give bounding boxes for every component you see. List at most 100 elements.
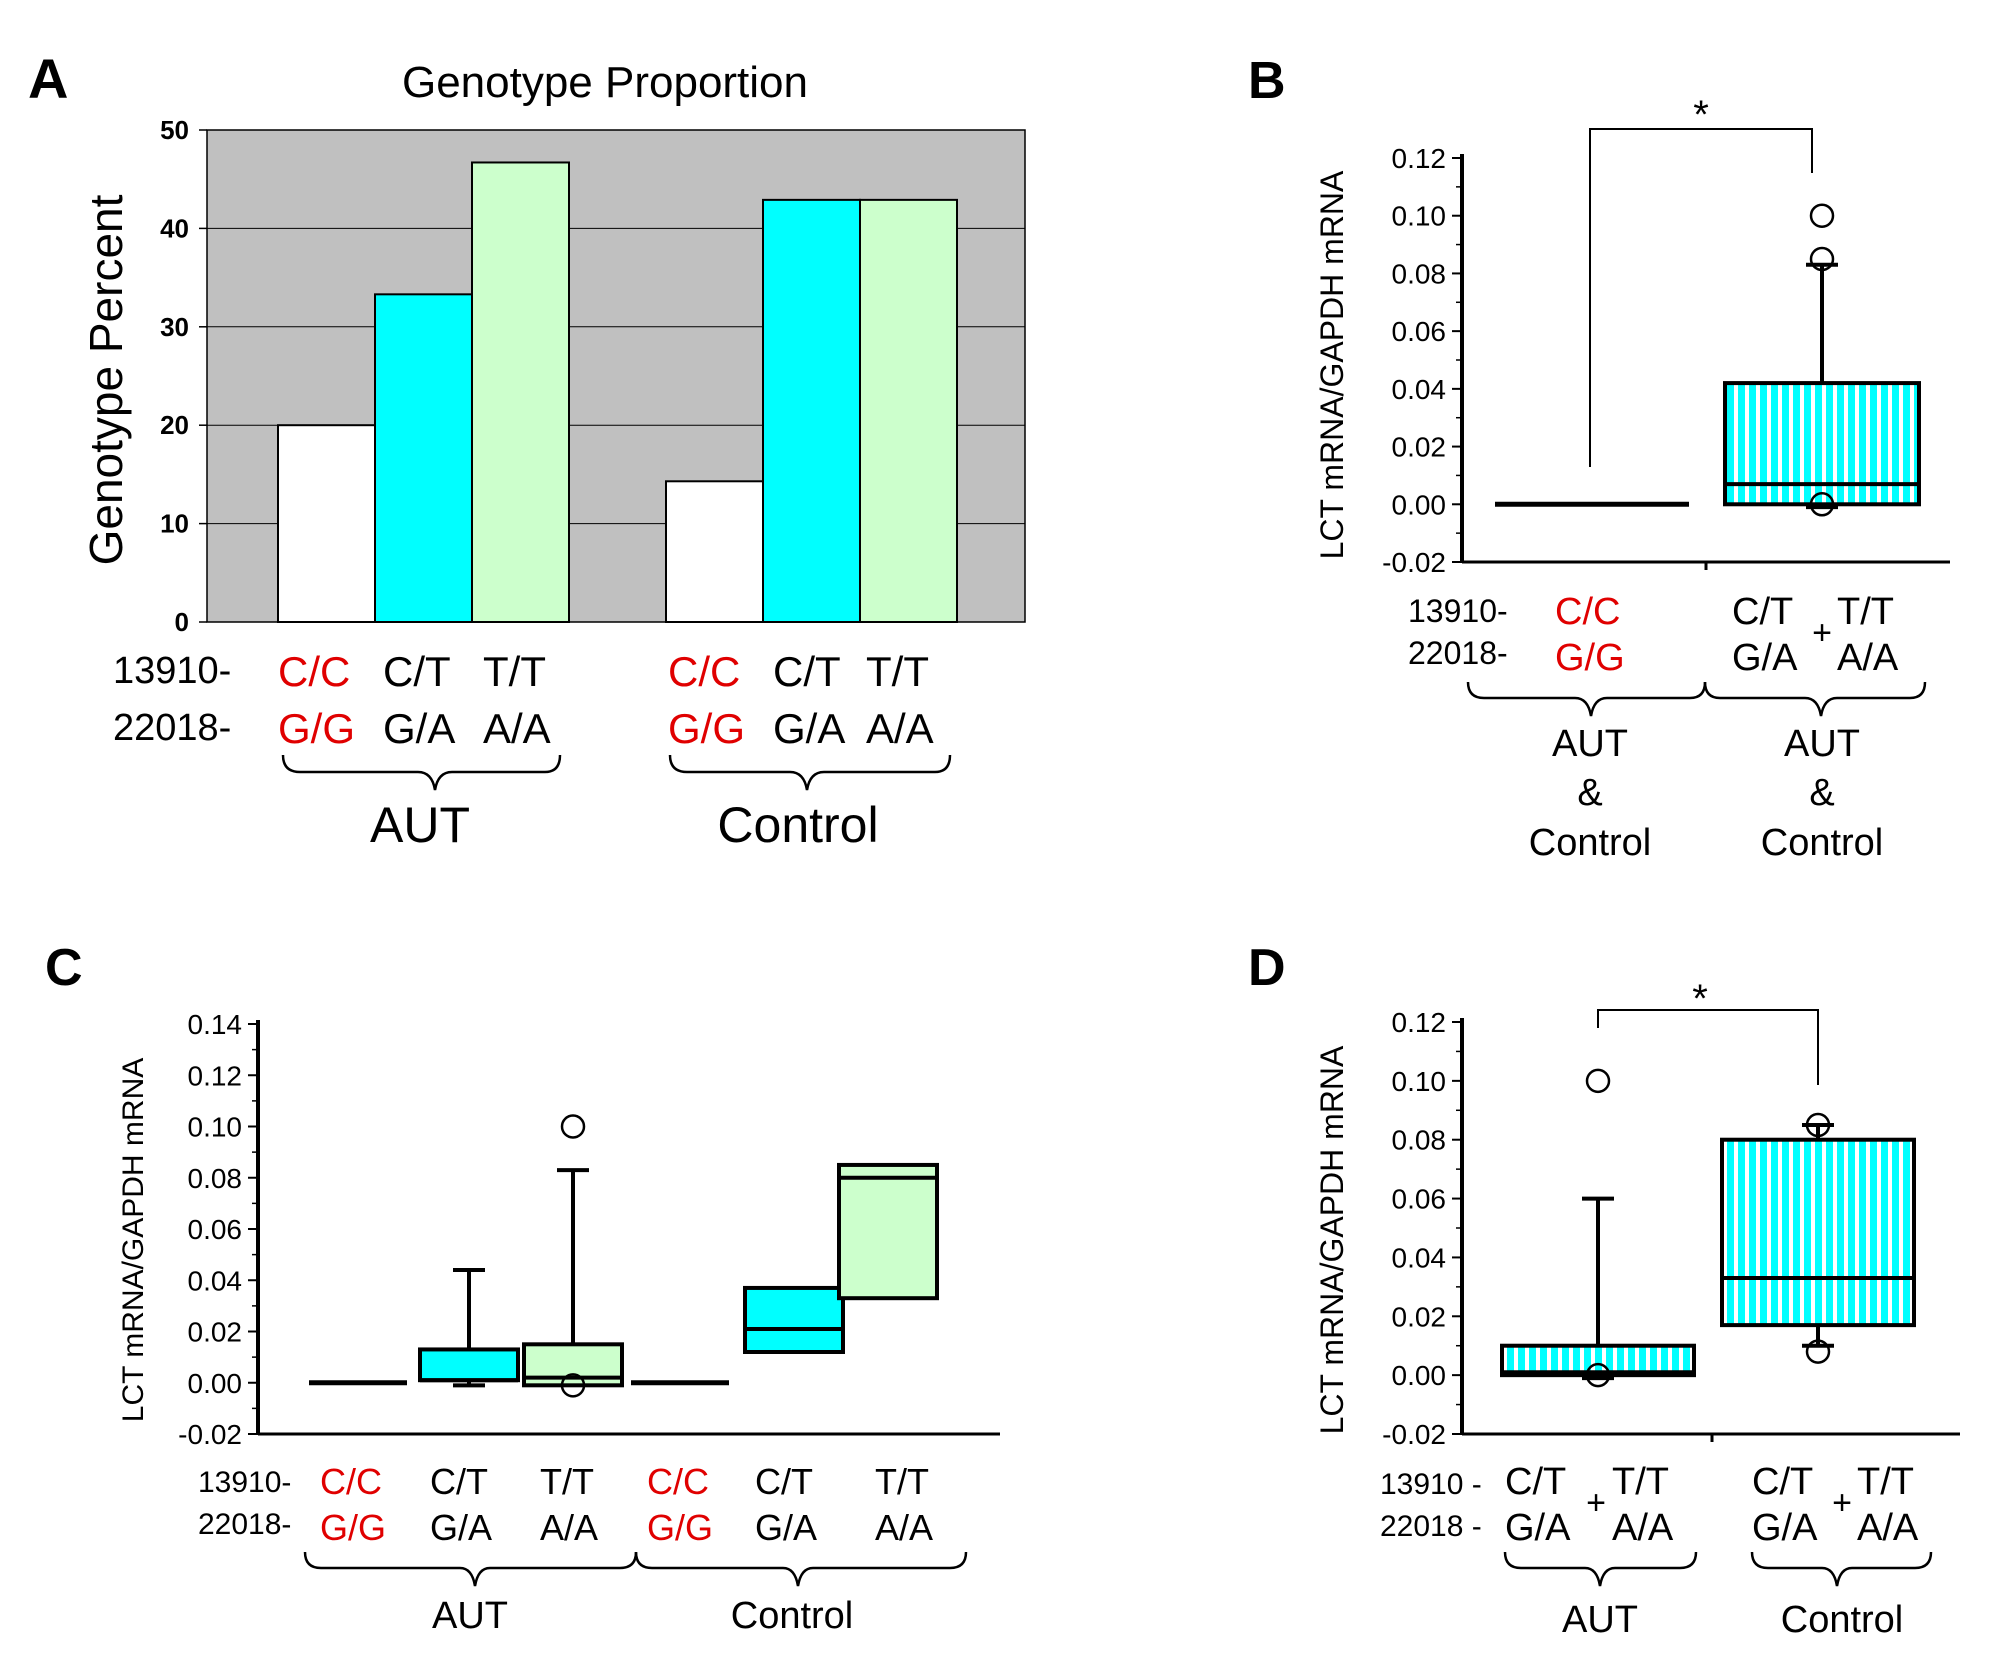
panel-label-c: C <box>45 939 83 997</box>
ctl-ct-label: C/T <box>755 1461 813 1502</box>
right-and-label: & <box>1809 772 1834 814</box>
control-brace <box>634 1551 968 1587</box>
aut-plus-sign: + <box>1586 1484 1606 1522</box>
right-control-label: Control <box>1761 822 1884 864</box>
aut-tt-label: T/T <box>483 648 546 695</box>
y-tick-label: 0.00 <box>188 1368 243 1399</box>
y-tick-label: 0.12 <box>1392 143 1447 174</box>
y-tick-label: 50 <box>160 115 189 145</box>
box-2-outlier <box>1809 492 1835 517</box>
y-tick-label: 0.04 <box>1392 1242 1447 1273</box>
row1-prefix: 13910- <box>198 1466 291 1499</box>
panel-d-box-chart: -0.02 0.00 0.02 0.04 0.06 0.08 0.10 0.12 LCT mR… <box>1314 977 1960 1641</box>
y-axis: -0.02 0.00 0.02 0.04 0.06 0.08 0.10 0.12 <box>1382 1007 1960 1450</box>
aut-ga-label: G/A <box>1505 1507 1571 1549</box>
bar-aut-1 <box>277 424 376 624</box>
significance-star: * <box>1692 977 1708 1021</box>
y-tick-label: 0.08 <box>188 1163 243 1194</box>
ct-label: C/T <box>1732 591 1793 633</box>
y-tick-labels: 0 10 20 30 40 50 <box>160 115 189 637</box>
panel-label-a: A <box>28 47 68 110</box>
aut-ct-label: C/T <box>1505 1461 1566 1503</box>
aut-aa-label: A/A <box>540 1507 598 1548</box>
ctl-tt-label: T/T <box>875 1461 929 1502</box>
left-brace <box>1466 681 1707 717</box>
aut-aa-label: A/A <box>483 705 551 752</box>
right-aut-label: AUT <box>1784 723 1860 765</box>
y-tick-label: 0.10 <box>1392 201 1447 232</box>
bars <box>277 161 958 624</box>
y-tick-label: -0.02 <box>1382 1419 1446 1450</box>
ctl-tt-label: T/T <box>1857 1461 1914 1503</box>
aut-aa-label: A/A <box>1612 1507 1674 1549</box>
ctl-cc-label: C/C <box>647 1461 709 1502</box>
bar-control-1 <box>665 480 764 623</box>
y-tick-label: 0.04 <box>1392 374 1447 405</box>
ctl-aa-label: A/A <box>1857 1507 1919 1549</box>
y-tick-label: 0.02 <box>188 1317 243 1348</box>
aut-group-label: AUT <box>432 1595 508 1637</box>
bar-control-2 <box>762 198 861 623</box>
cc-label: C/C <box>1555 591 1620 633</box>
box-2-iqr <box>418 1347 520 1383</box>
y-tick-label: 0.06 <box>188 1214 243 1245</box>
y-tick-label: 20 <box>160 410 189 440</box>
bar-aut-2 <box>374 293 473 623</box>
y-tick-label: 0 <box>175 607 189 637</box>
aut-cc-label: C/C <box>278 648 350 695</box>
box-2-iqr <box>1723 381 1921 507</box>
box-1-outlier <box>1585 1362 1611 1388</box>
y-tick-label: -0.02 <box>178 1419 242 1450</box>
y-tick-label: 10 <box>160 509 189 539</box>
y-tick-label: 0.08 <box>1392 258 1447 289</box>
aut-group-label: AUT <box>370 797 470 853</box>
aut-tt-label: T/T <box>540 1461 594 1502</box>
panel-label-d: D <box>1248 939 1286 997</box>
y-tick-label: 0.08 <box>1392 1125 1447 1156</box>
aut-ga-label: G/A <box>383 705 455 752</box>
ctl-cc-label: C/C <box>668 648 740 695</box>
y-tick-label: 0.10 <box>188 1112 243 1143</box>
y-tick-label: 0.00 <box>1392 1360 1447 1391</box>
row1-prefix: 13910 - <box>1380 1468 1482 1501</box>
left-aut-label: AUT <box>1552 723 1628 765</box>
ctl-aa-label: A/A <box>875 1507 933 1548</box>
ctl-gg-label: G/G <box>647 1507 713 1548</box>
aut-ga-label: G/A <box>430 1507 492 1548</box>
y-axis-label: LCT mRNA/GAPDH mRNA <box>117 1058 150 1422</box>
y-tick-label: 0.10 <box>1392 1066 1447 1097</box>
y-axis: -0.02 0.00 0.02 0.04 0.06 0.08 0.10 0.12 0.14 <box>178 1009 1000 1450</box>
y-tick-label: 0.02 <box>1392 432 1447 463</box>
control-group-label: Control <box>1781 1599 1904 1641</box>
box-3-outlier <box>560 1373 586 1398</box>
right-brace <box>1703 681 1927 717</box>
box-1-outlier <box>1585 1068 1611 1094</box>
y-tick-label: 0.06 <box>1392 316 1447 347</box>
ctl-ga-label: G/A <box>773 705 845 752</box>
aut-ct-label: C/T <box>383 648 451 695</box>
box-2-iqr <box>1720 1137 1916 1328</box>
ctl-ct-label: C/T <box>1752 1461 1813 1503</box>
y-axis-label: LCT mRNA/GAPDH mRNA <box>1314 170 1350 559</box>
aut-gg-label: G/G <box>320 1507 386 1548</box>
row2-prefix: 22018- <box>1408 635 1508 671</box>
significance-star: * <box>1693 93 1709 137</box>
panel-b-box-chart: -0.02 0.00 0.02 0.04 0.06 0.08 0.10 0.12 LCT mR… <box>1314 93 1950 864</box>
control-group-label: Control <box>717 797 878 853</box>
y-axis: -0.02 0.00 0.02 0.04 0.06 0.08 0.10 0.12 <box>1382 143 1950 578</box>
y-tick-label: 0.06 <box>1392 1184 1447 1215</box>
chart-title: Genotype Proportion <box>402 58 808 107</box>
aa-label: A/A <box>1837 637 1899 679</box>
left-and-label: & <box>1577 772 1602 814</box>
row2-prefix: 22018 - <box>1380 1510 1482 1543</box>
ctl-gg-label: G/G <box>668 705 745 752</box>
row1-prefix: 13910- <box>1408 593 1508 629</box>
control-brace <box>668 754 952 791</box>
aut-tt-label: T/T <box>1612 1461 1669 1503</box>
ga-label: G/A <box>1732 637 1798 679</box>
y-tick-label: 0.04 <box>188 1265 243 1296</box>
panel-c-box-chart: -0.02 0.00 0.02 0.04 0.06 0.08 0.10 0.12 0.14 LC… <box>117 1009 1000 1637</box>
aut-ct-label: C/T <box>430 1461 488 1502</box>
control-brace <box>1750 1551 1933 1587</box>
